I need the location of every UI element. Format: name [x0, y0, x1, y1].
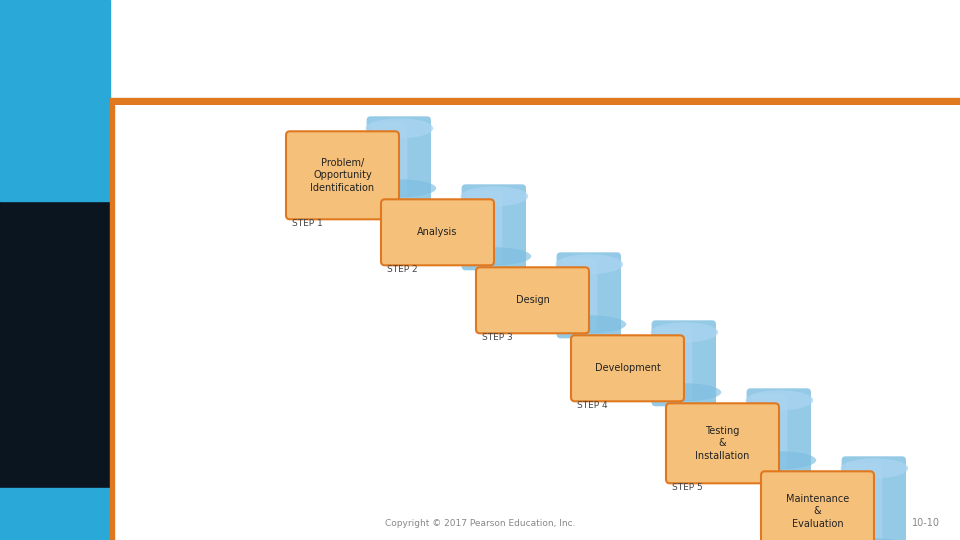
Text: Maintenance
&
Evaluation: Maintenance & Evaluation — [786, 494, 850, 529]
Text: STEP 1: STEP 1 — [292, 219, 323, 228]
FancyBboxPatch shape — [466, 190, 502, 264]
FancyBboxPatch shape — [751, 394, 787, 468]
Bar — [110, 98, 960, 105]
Text: Development: Development — [594, 363, 660, 373]
FancyBboxPatch shape — [571, 335, 684, 401]
Text: STEP 3: STEP 3 — [482, 333, 513, 342]
FancyBboxPatch shape — [747, 388, 811, 474]
FancyBboxPatch shape — [842, 456, 906, 540]
Text: System Development Life Cycle: System Development Life Cycle — [125, 61, 472, 80]
Text: Life Cycle of an Information System: Life Cycle of an Information System — [125, 16, 684, 44]
FancyBboxPatch shape — [476, 267, 589, 333]
Text: STEP 5: STEP 5 — [672, 483, 703, 492]
Text: 10-10: 10-10 — [912, 518, 940, 528]
Ellipse shape — [742, 451, 816, 469]
FancyBboxPatch shape — [666, 403, 779, 483]
FancyBboxPatch shape — [367, 116, 431, 202]
Ellipse shape — [556, 254, 623, 274]
FancyBboxPatch shape — [656, 326, 692, 400]
Ellipse shape — [458, 247, 531, 265]
FancyBboxPatch shape — [652, 320, 716, 406]
FancyBboxPatch shape — [846, 462, 882, 540]
Text: Problem/
Opportunity
Identification: Problem/ Opportunity Identification — [310, 158, 374, 193]
Text: Testing
&
Installation: Testing & Installation — [695, 426, 750, 461]
Ellipse shape — [837, 538, 911, 540]
Ellipse shape — [841, 458, 908, 478]
Ellipse shape — [651, 322, 718, 342]
FancyBboxPatch shape — [371, 122, 407, 197]
FancyBboxPatch shape — [557, 252, 621, 338]
Text: STEP 2: STEP 2 — [387, 265, 418, 274]
Text: Analysis: Analysis — [418, 227, 458, 237]
Bar — [0, 105, 110, 201]
Text: STEP 4: STEP 4 — [577, 401, 608, 410]
Text: Design: Design — [516, 295, 549, 305]
Ellipse shape — [648, 383, 721, 401]
FancyBboxPatch shape — [381, 199, 494, 265]
Bar — [0, 488, 110, 540]
Text: Copyright © 2017 Pearson Education, Inc.: Copyright © 2017 Pearson Education, Inc. — [385, 519, 575, 528]
Bar — [0, 105, 110, 540]
Ellipse shape — [363, 179, 436, 197]
Ellipse shape — [553, 315, 626, 333]
Ellipse shape — [461, 186, 528, 206]
Bar — [110, 105, 114, 540]
Bar — [0, 0, 110, 105]
FancyBboxPatch shape — [761, 471, 874, 540]
FancyBboxPatch shape — [462, 184, 526, 271]
Ellipse shape — [746, 390, 813, 410]
FancyBboxPatch shape — [286, 131, 399, 219]
Ellipse shape — [366, 118, 433, 138]
FancyBboxPatch shape — [561, 258, 597, 332]
